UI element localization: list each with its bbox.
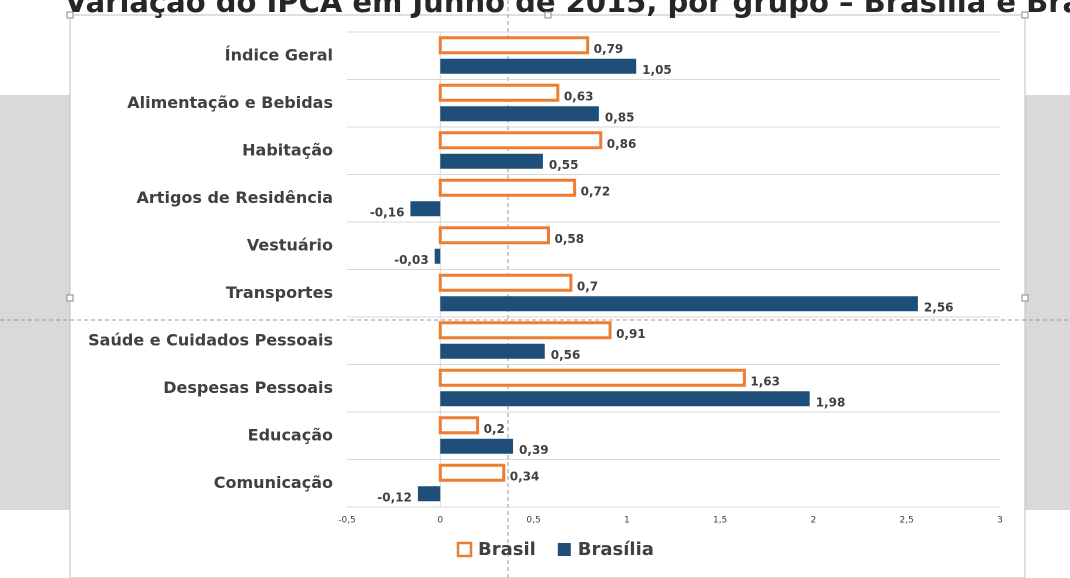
data-label: 0,58 [554,232,584,246]
bar [440,58,637,74]
legend-label: Brasil [478,539,536,560]
category-label: Comunicação [214,473,333,492]
x-tick-label: 1,5 [713,516,727,526]
category-label: Alimentação e Bebidas [127,93,333,112]
bar [438,83,560,102]
x-tick-label: 1 [624,516,630,526]
data-label: 0,86 [607,137,637,151]
data-label: 0,7 [577,279,598,293]
bar [434,248,441,264]
legend-swatch [557,543,571,556]
category-label: Saúde e Cuidados Pessoais [88,330,333,349]
bar [438,368,746,387]
data-label: 0,79 [594,42,624,56]
data-label: -0,16 [370,205,405,219]
bar [438,131,603,150]
data-label: 0,85 [605,110,635,124]
bar [438,321,612,340]
x-tick-label: 2 [811,516,817,526]
legend-label: Brasília [578,539,654,560]
data-label: -0,12 [377,490,412,504]
data-label: 0,63 [564,89,594,103]
data-label: 0,56 [551,348,581,362]
bar [438,273,573,292]
bar [440,438,514,454]
bar [438,463,506,482]
data-label: 0,2 [484,422,505,436]
x-tick-label: 0 [437,516,443,526]
bar [438,416,480,435]
legend-swatch [456,541,473,558]
bar [417,486,441,502]
data-label: 1,05 [642,63,672,77]
bar [440,391,810,407]
category-label: Habitação [242,140,333,159]
bar [438,178,577,197]
data-label: 0,39 [519,443,549,457]
data-label: 0,72 [581,184,611,198]
bar [410,201,441,217]
bar [440,343,545,359]
data-label: -0,03 [394,253,429,267]
data-label: 0,34 [510,469,540,483]
category-label: Artigos de Residência [137,188,333,207]
data-label: 2,56 [924,300,954,314]
bar [438,226,550,245]
category-label: Despesas Pessoais [163,378,333,397]
selection-handles [66,11,1029,302]
slide-title: Variação do IPCA em Junho de 2015, por g… [65,0,1070,19]
data-label: 1,63 [750,374,780,388]
category-label: Educação [248,425,333,444]
data-label: 0,91 [616,327,646,341]
x-tick-label: 0,5 [526,516,540,526]
bar [440,106,599,122]
plot-area: -0,5 0 0,5 1 1,5 2 2,5 3 Índice Geral 0,79 1,05 Ali… [88,31,1003,560]
x-tick-label: 2,5 [900,516,914,526]
x-tick-label: -0,5 [338,516,356,526]
bar [440,153,543,169]
data-label: 0,55 [549,158,579,172]
data-label: 1,98 [816,395,846,409]
bar [438,36,590,55]
category-label: Índice Geral [225,45,333,64]
category-label: Vestuário [247,235,333,254]
bar [440,296,918,312]
category-label: Transportes [226,283,333,302]
x-tick-label: 3 [997,516,1003,526]
